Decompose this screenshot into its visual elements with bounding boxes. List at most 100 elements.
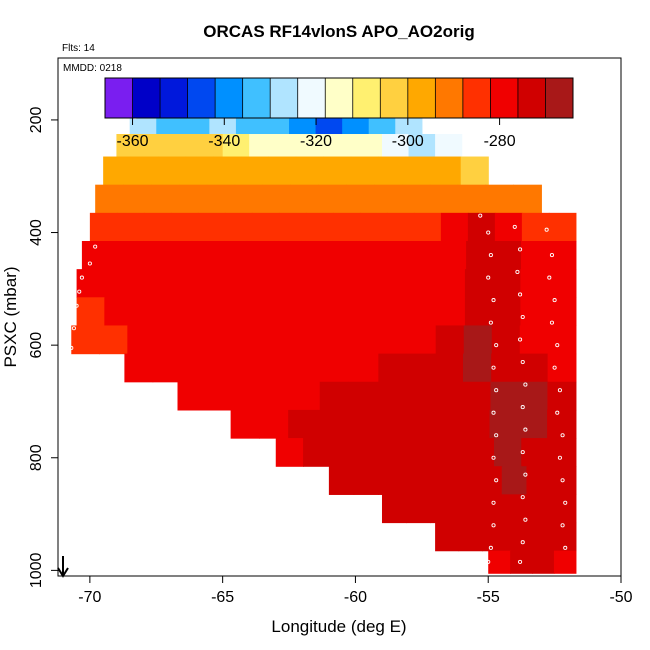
heatmap-cell <box>467 212 496 242</box>
heatmap-cell <box>103 156 132 186</box>
heatmap-cell <box>409 269 438 298</box>
flight-track-point <box>486 559 491 564</box>
heatmap-cell <box>457 184 487 214</box>
heatmap-cell <box>345 409 376 439</box>
heatmap-cell <box>406 494 432 524</box>
heatmap-cell <box>429 184 459 214</box>
flight-track-point <box>491 410 496 415</box>
x-axis: -70 -65 -60 -55 -50 <box>78 576 633 606</box>
heatmap-cell <box>132 269 161 298</box>
heatmap-cell <box>259 409 289 439</box>
heatmap-cell <box>273 240 303 270</box>
heatmap-cell <box>379 325 409 355</box>
heatmap-cell <box>548 438 577 467</box>
heatmap-cell <box>196 134 224 158</box>
y-axis-label: PSXC (mbar) <box>1 266 20 367</box>
heatmap-cell <box>109 240 138 270</box>
heatmap-cell <box>143 212 172 242</box>
flight-tracks <box>69 111 568 564</box>
heatmap-cell <box>466 438 495 467</box>
heatmap-cell <box>381 134 410 158</box>
colorbar-swatch <box>160 78 188 118</box>
heatmap-cell <box>326 297 355 327</box>
heatmap-cell <box>81 240 110 270</box>
heatmap-cell <box>526 466 552 495</box>
heatmap-cell <box>321 353 351 383</box>
heatmap-cell <box>494 438 522 467</box>
heatmap-cell <box>406 353 436 383</box>
flight-track-point <box>520 450 525 455</box>
heatmap-cell <box>413 212 442 242</box>
colorbar-swatch <box>187 78 216 118</box>
heatmap-cell <box>353 269 383 298</box>
heatmap-cell <box>357 438 386 467</box>
heatmap-cell <box>76 269 105 298</box>
flight-track-point <box>552 365 557 370</box>
heatmap-cell <box>463 325 493 355</box>
heatmap-cell <box>439 438 468 467</box>
heatmap-cell <box>386 212 415 242</box>
heatmap-cell <box>275 438 304 467</box>
heatmap-cell <box>477 466 503 495</box>
heatmap-cell <box>435 134 463 158</box>
flight-track-point <box>549 320 555 325</box>
flight-track-point <box>491 298 496 303</box>
heatmap-cell <box>262 184 291 214</box>
colorbar-tick-label: -360 <box>117 133 149 150</box>
colorbar-swatch <box>545 78 574 118</box>
heatmap-cell <box>353 297 383 327</box>
heatmap-cell <box>288 409 318 439</box>
heatmap-cell <box>123 184 152 214</box>
colorbar-swatch <box>105 78 133 118</box>
flight-track-point <box>71 326 76 331</box>
x-axis-label: Longitude (deg E) <box>271 617 406 636</box>
heatmap-cell <box>270 297 300 327</box>
heatmap-cell <box>243 269 272 298</box>
heatmap-cell <box>494 212 523 242</box>
colorbar-frame <box>104 77 574 119</box>
heatmap-cell <box>136 240 165 270</box>
x-tick-label: -60 <box>344 589 367 606</box>
heatmap-cell <box>548 297 577 327</box>
colorbar-swatch <box>517 78 546 118</box>
flight-track-point <box>77 289 82 294</box>
heatmap-cell <box>301 240 330 270</box>
heatmap-cell <box>359 212 388 242</box>
heatmap-cell <box>291 381 321 411</box>
flight-track-point <box>491 365 496 370</box>
heatmap-cell <box>330 438 359 467</box>
heatmap-cell <box>548 212 577 242</box>
x-tick-label: -55 <box>477 589 500 606</box>
heatmap-cell <box>246 240 275 270</box>
heatmap-cell <box>435 522 460 552</box>
flight-track-point <box>486 230 491 235</box>
heatmap-cell <box>262 381 292 411</box>
heatmap-cell <box>489 409 519 439</box>
heatmap-cell <box>378 156 407 186</box>
heatmap <box>71 105 577 574</box>
flight-track-point <box>523 517 528 522</box>
heatmap-cell <box>215 269 244 298</box>
heatmap-cell <box>548 269 577 298</box>
colorbar: -360 -340 -320 -300 -280 <box>104 77 574 150</box>
heatmap-cell <box>464 269 494 298</box>
heatmap-cell <box>328 134 357 158</box>
heatmap-cell <box>185 156 214 186</box>
heatmap-cell <box>240 156 269 186</box>
flight-track-point <box>520 359 525 365</box>
heatmap-cell <box>384 438 413 467</box>
heatmap-cell <box>305 212 334 242</box>
colorbar-tick-label: -340 <box>208 133 240 150</box>
flight-track-point <box>523 382 528 387</box>
heatmap-cell <box>316 409 347 439</box>
heatmap-cell <box>374 184 403 214</box>
flight-track-point <box>549 253 555 258</box>
heatmap-cell <box>205 381 236 411</box>
heatmap-cell <box>187 269 216 298</box>
heatmap-cell <box>332 212 361 242</box>
heatmap-cell <box>356 240 385 270</box>
heatmap-cell <box>298 297 327 327</box>
heatmap-cell <box>350 156 379 186</box>
colorbar-swatch <box>490 78 519 118</box>
